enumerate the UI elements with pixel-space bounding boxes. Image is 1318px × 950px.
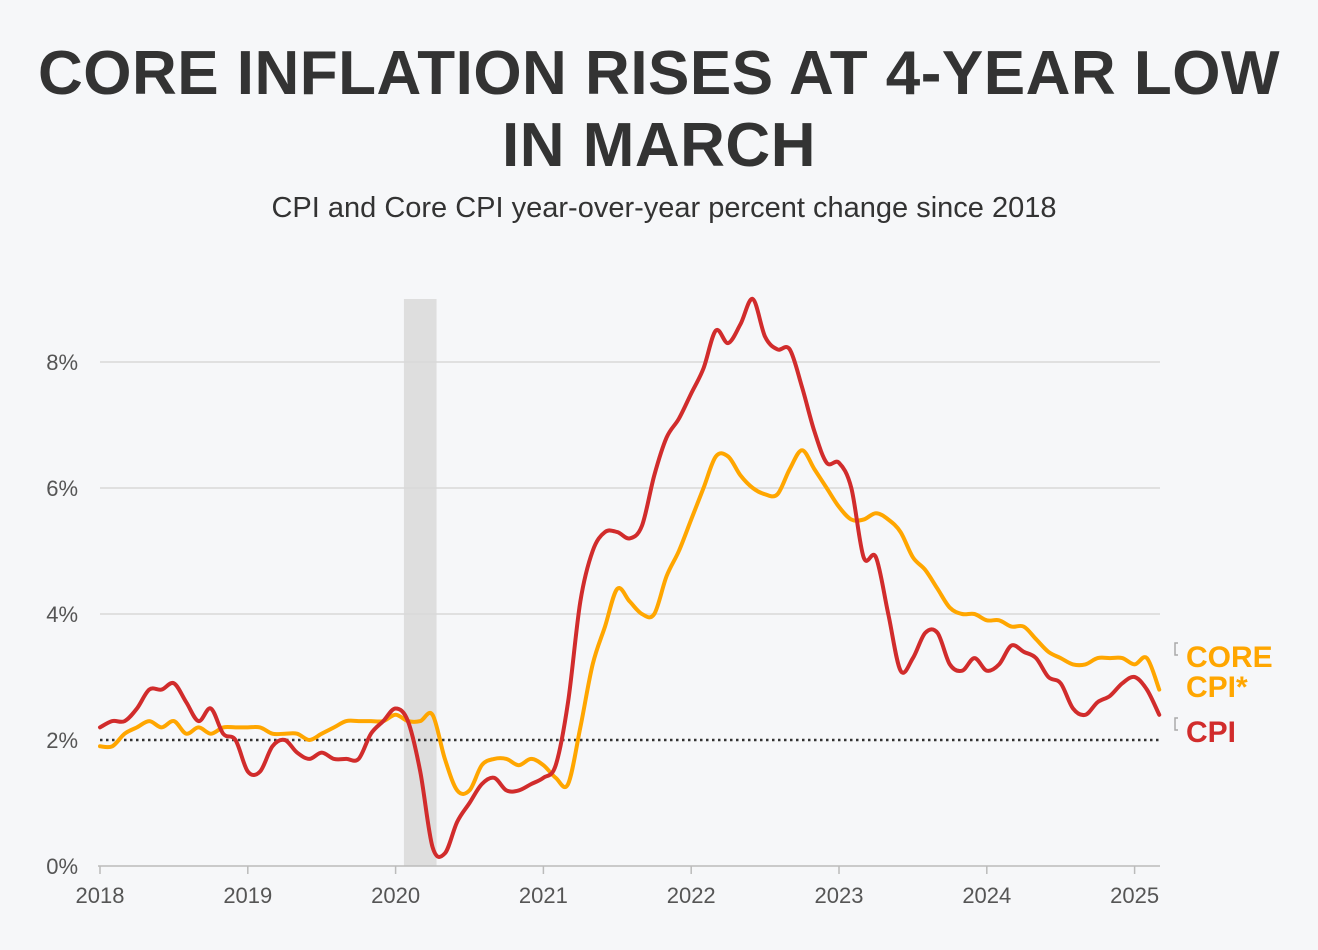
y-tick-label: 8% xyxy=(46,350,78,375)
x-tick-label: 2020 xyxy=(371,883,420,908)
x-tick-label: 2023 xyxy=(815,883,864,908)
series-label: CPI* xyxy=(1186,671,1248,704)
x-tick-label: 2024 xyxy=(962,883,1011,908)
chart-subtitle: CPI and Core CPI year-over-year percent … xyxy=(271,192,1057,224)
chart-title: CORE INFLATION RISES AT 4-YEAR LOW IN MA… xyxy=(37,39,1281,180)
series-label: CPI xyxy=(1186,716,1236,749)
y-tick-label: 0% xyxy=(46,854,78,879)
label-bracket xyxy=(1174,642,1178,656)
series-label: CORE xyxy=(1186,641,1273,674)
x-tick-label: 2019 xyxy=(223,883,272,908)
x-tick-label: 2022 xyxy=(667,883,716,908)
x-tick-label: 2018 xyxy=(76,883,125,908)
series-line-core-cpi xyxy=(98,448,1162,796)
y-tick-label: 2% xyxy=(46,728,78,753)
y-tick-label: 6% xyxy=(46,476,78,501)
label-bracket xyxy=(1174,717,1178,731)
y-tick-label: 4% xyxy=(46,602,78,627)
x-tick-label: 2021 xyxy=(519,883,568,908)
series-line-cpi xyxy=(98,297,1162,859)
x-tick-label: 2025 xyxy=(1110,883,1159,908)
